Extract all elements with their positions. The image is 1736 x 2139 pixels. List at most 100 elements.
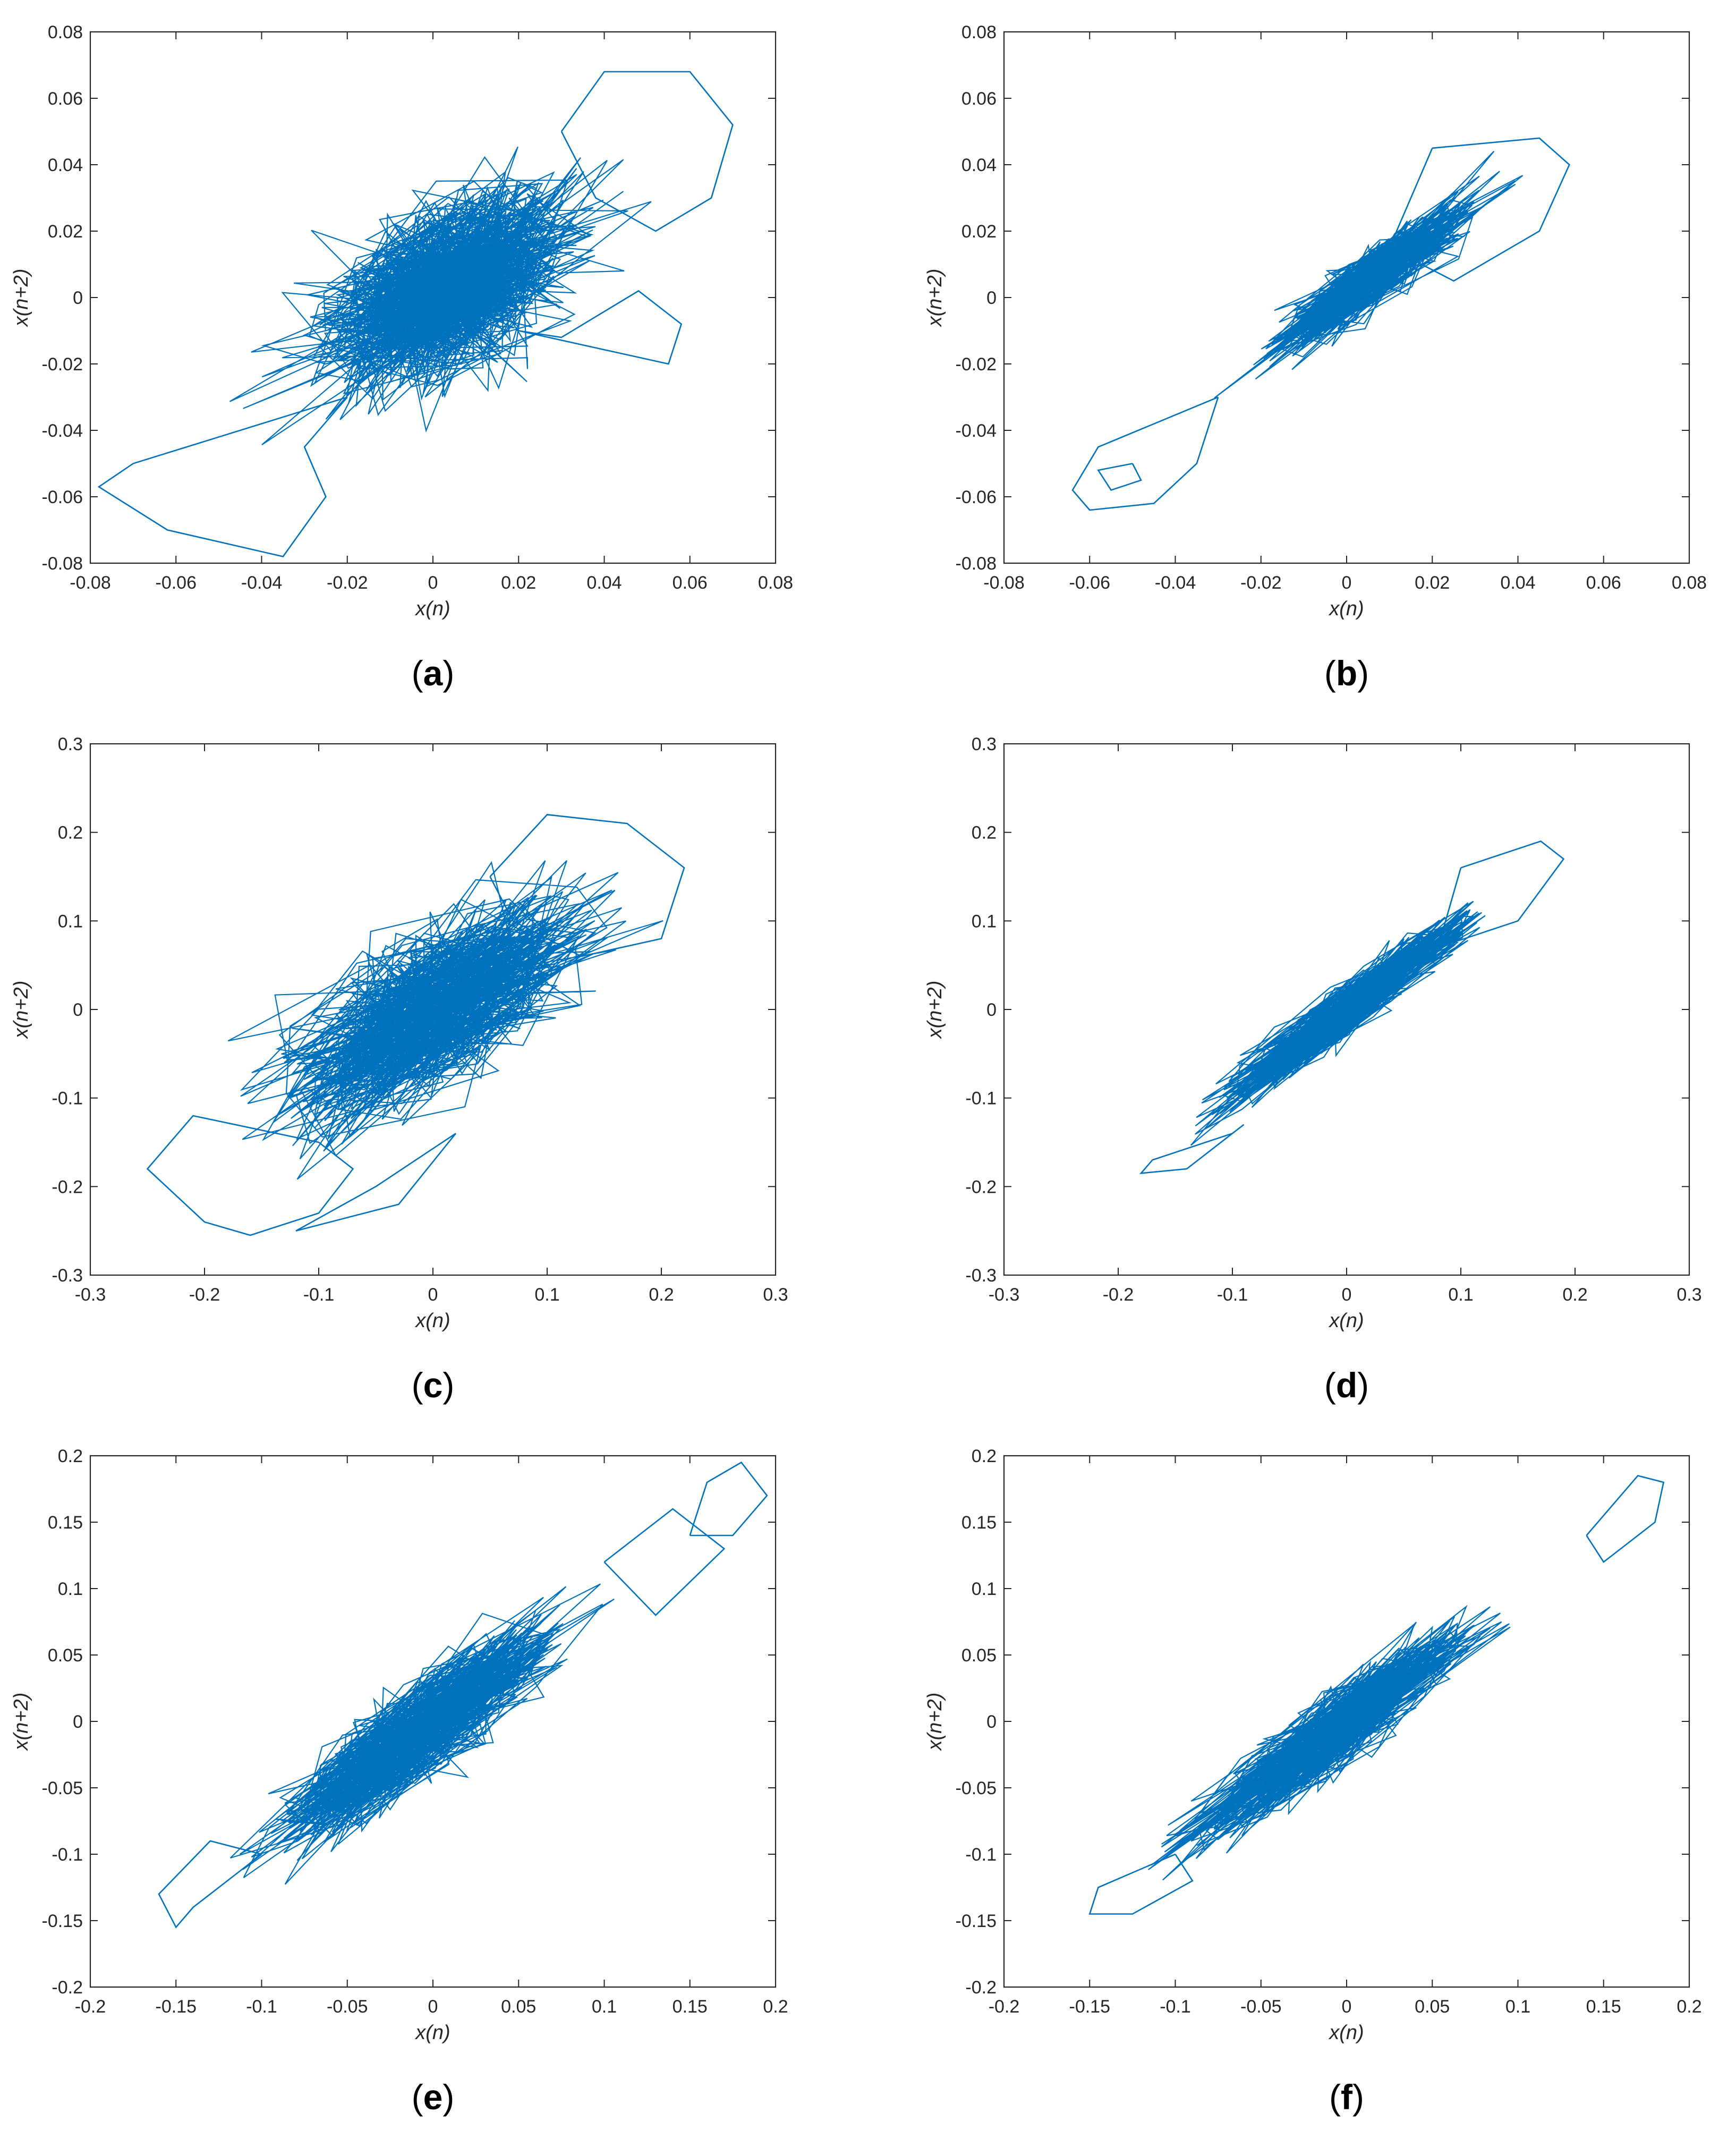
x-tick-label-f-7: 0.15 bbox=[1586, 1997, 1621, 2017]
panel-label-d: (d) bbox=[1324, 1365, 1369, 1405]
y-tick-label-d-3: 0 bbox=[986, 1000, 997, 1020]
y-tick-label-a-2: -0.04 bbox=[42, 421, 83, 441]
x-tick-label-a-4: 0 bbox=[428, 573, 438, 593]
chart-panel-c: -0.3 -0.2 -0.1 0 0.1 0.2 0.3 -0.3 -0.2 -0.1 0 0.1 0.… bbox=[10, 734, 788, 1405]
x-tick-label-b-1: -0.06 bbox=[1069, 573, 1111, 593]
x-tick-label-c-0: -0.3 bbox=[75, 1285, 106, 1305]
y-tick-label-b-8: 0.08 bbox=[961, 22, 997, 43]
x-tick-label-c-4: 0.1 bbox=[534, 1285, 559, 1305]
x-axis-label-e: x(n) bbox=[414, 2022, 450, 2044]
y-tick-label-f-6: 0.1 bbox=[972, 1579, 997, 1599]
x-tick-label-b-6: 0.04 bbox=[1500, 573, 1535, 593]
y-axis-label-a: x(n+2) bbox=[10, 269, 32, 328]
x-tick-label-d-2: -0.1 bbox=[1217, 1285, 1248, 1305]
y-tick-label-c-4: 0.1 bbox=[58, 911, 83, 931]
outer-loop-a-0 bbox=[560, 71, 734, 232]
series-line-e bbox=[229, 1583, 615, 1885]
series-line-d bbox=[1190, 901, 1486, 1146]
outer-loop-e-2 bbox=[158, 1840, 262, 1929]
y-axis-label-c: x(n+2) bbox=[10, 981, 32, 1040]
y-tick-label-f-1: -0.15 bbox=[956, 1911, 997, 1931]
y-tick-label-b-3: -0.02 bbox=[956, 354, 997, 375]
y-tick-label-c-5: 0.2 bbox=[58, 823, 83, 843]
y-tick-label-b-2: -0.04 bbox=[956, 421, 997, 441]
x-tick-label-b-2: -0.04 bbox=[1155, 573, 1196, 593]
y-tick-label-b-6: 0.04 bbox=[961, 155, 997, 175]
y-tick-label-b-7: 0.06 bbox=[961, 89, 997, 109]
y-tick-label-a-1: -0.06 bbox=[42, 487, 83, 507]
series-line-f bbox=[1148, 1605, 1511, 1881]
y-tick-label-d-5: 0.2 bbox=[972, 823, 997, 843]
y-tick-label-e-0: -0.2 bbox=[52, 1977, 83, 1998]
series-line-b bbox=[1214, 150, 1524, 398]
x-tick-label-b-3: -0.02 bbox=[1240, 573, 1282, 593]
y-tick-label-f-5: 0.05 bbox=[961, 1645, 997, 1666]
y-axis-label-e: x(n+2) bbox=[10, 1693, 32, 1752]
y-tick-label-f-3: -0.05 bbox=[956, 1778, 997, 1798]
x-tick-label-d-1: -0.2 bbox=[1103, 1285, 1134, 1305]
chart-panel-f: -0.2 -0.15 -0.1 -0.05 0 0.05 0.1 0.15 0.2 -0.2 -0.… bbox=[924, 1446, 1702, 2117]
y-axis-label-d: x(n+2) bbox=[924, 981, 946, 1040]
outer-loop-a-2 bbox=[518, 290, 683, 365]
x-tick-label-e-7: 0.15 bbox=[673, 1997, 708, 2017]
x-tick-label-f-0: -0.2 bbox=[989, 1997, 1020, 2017]
outer-loop-b-1 bbox=[1071, 396, 1219, 511]
x-axis-label-b: x(n) bbox=[1328, 598, 1364, 620]
x-tick-label-f-8: 0.2 bbox=[1677, 1997, 1701, 2017]
x-tick-label-a-0: -0.08 bbox=[70, 573, 111, 593]
chart-panel-d: -0.3 -0.2 -0.1 0 0.1 0.2 0.3 -0.3 -0.2 -0.1 0 0.1 0.… bbox=[924, 734, 1702, 1405]
x-tick-label-d-4: 0.1 bbox=[1448, 1285, 1473, 1305]
x-axis-label-f: x(n) bbox=[1328, 2022, 1364, 2044]
outer-loop-f-1 bbox=[1088, 1853, 1194, 1915]
x-tick-label-e-8: 0.2 bbox=[763, 1997, 788, 2017]
x-tick-label-b-4: 0 bbox=[1342, 573, 1352, 593]
x-tick-label-f-5: 0.05 bbox=[1415, 1997, 1450, 2017]
x-tick-label-d-0: -0.3 bbox=[989, 1285, 1020, 1305]
y-tick-label-a-6: 0.04 bbox=[48, 155, 83, 175]
y-tick-label-a-8: 0.08 bbox=[48, 22, 83, 43]
panel-label-f: (f) bbox=[1329, 2077, 1364, 2117]
x-tick-label-a-6: 0.04 bbox=[586, 573, 622, 593]
y-tick-label-a-7: 0.06 bbox=[48, 89, 83, 109]
outer-loop-c-2 bbox=[295, 1133, 457, 1232]
x-tick-label-b-5: 0.02 bbox=[1415, 573, 1450, 593]
x-tick-label-e-2: -0.1 bbox=[246, 1997, 277, 2017]
y-tick-label-e-3: -0.05 bbox=[42, 1778, 83, 1798]
x-axis-label-d: x(n) bbox=[1328, 1310, 1364, 1332]
x-tick-label-b-0: -0.08 bbox=[983, 573, 1025, 593]
x-tick-label-b-8: 0.08 bbox=[1672, 573, 1707, 593]
y-tick-label-c-0: -0.3 bbox=[52, 1266, 83, 1286]
outer-loop-d-0 bbox=[1437, 840, 1565, 949]
y-tick-label-d-6: 0.3 bbox=[972, 734, 997, 754]
y-tick-label-d-2: -0.1 bbox=[965, 1089, 997, 1109]
x-tick-label-d-5: 0.2 bbox=[1562, 1285, 1587, 1305]
y-tick-label-e-8: 0.2 bbox=[58, 1446, 83, 1466]
y-tick-label-c-1: -0.2 bbox=[52, 1177, 83, 1197]
y-tick-label-a-5: 0.02 bbox=[48, 222, 83, 242]
x-tick-label-c-3: 0 bbox=[428, 1285, 438, 1305]
x-tick-label-e-0: -0.2 bbox=[75, 1997, 106, 2017]
y-tick-label-f-8: 0.2 bbox=[972, 1446, 997, 1466]
y-tick-label-c-6: 0.3 bbox=[58, 734, 83, 754]
x-tick-label-e-3: -0.05 bbox=[327, 1997, 368, 2017]
y-tick-label-d-0: -0.3 bbox=[965, 1266, 997, 1286]
y-tick-label-d-1: -0.2 bbox=[965, 1177, 997, 1197]
y-tick-label-f-0: -0.2 bbox=[965, 1977, 997, 1998]
x-tick-label-f-4: 0 bbox=[1342, 1997, 1352, 2017]
y-tick-label-b-4: 0 bbox=[986, 288, 997, 308]
x-tick-label-e-1: -0.15 bbox=[156, 1997, 197, 2017]
panel-label-c: (c) bbox=[412, 1365, 455, 1405]
panel-label-e: (e) bbox=[412, 2077, 455, 2117]
outer-loop-c-0 bbox=[489, 813, 685, 957]
x-tick-label-a-8: 0.08 bbox=[758, 573, 793, 593]
y-tick-label-e-6: 0.1 bbox=[58, 1579, 83, 1599]
x-tick-label-e-5: 0.05 bbox=[501, 1997, 536, 2017]
x-tick-label-e-6: 0.1 bbox=[592, 1997, 617, 2017]
y-axis-label-f: x(n+2) bbox=[924, 1693, 946, 1752]
outer-loop-f-0 bbox=[1586, 1475, 1665, 1563]
outer-loop-c-1 bbox=[146, 1115, 354, 1236]
x-tick-label-a-2: -0.04 bbox=[241, 573, 283, 593]
y-tick-label-e-2: -0.1 bbox=[52, 1845, 83, 1865]
y-tick-label-b-1: -0.06 bbox=[956, 487, 997, 507]
y-tick-label-f-2: -0.1 bbox=[965, 1845, 997, 1865]
